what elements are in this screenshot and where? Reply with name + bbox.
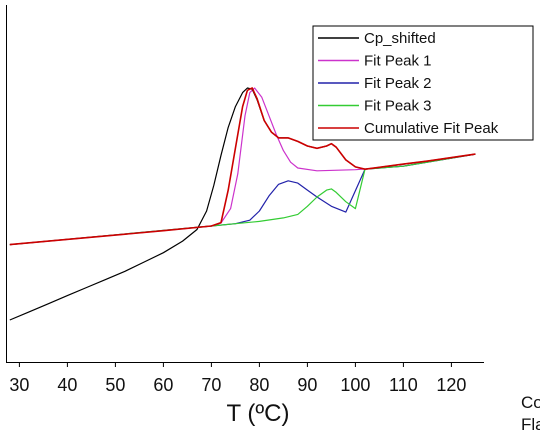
legend-entries: Cp_shifted Fit Peak 1 Fit Peak 2 Fit Peak 3… — [318, 30, 499, 137]
x-tick-label: 50 — [105, 375, 125, 395]
x-tick-label: 110 — [389, 375, 418, 395]
x-tick-label: 70 — [201, 375, 221, 395]
legend: Cp_shifted Fit Peak 1 Fit Peak 2 Fit Peak 3… — [312, 25, 534, 141]
x-tick-label: 90 — [297, 375, 317, 395]
plot-area — [9, 87, 476, 321]
x-tick-label: 30 — [9, 375, 29, 395]
x-tick-label: 60 — [153, 375, 173, 395]
series-line-fit-peak-2 — [9, 153, 476, 246]
legend-label: Fit Peak 1 — [364, 53, 432, 70]
side-text-2: Fla — [521, 415, 540, 434]
legend-label: Fit Peak 3 — [364, 98, 432, 115]
x-axis-title: T (ºC) — [227, 400, 290, 427]
side-text-1: Co — [521, 393, 540, 412]
legend-label: Fit Peak 2 — [364, 75, 432, 92]
x-ticks: 30 40 50 60 70 80 90 100 110 120 — [9, 362, 466, 395]
series-line-fit-peak-3 — [9, 153, 476, 246]
legend-label: Cumulative Fit Peak — [364, 120, 499, 137]
x-tick-label: 40 — [57, 375, 77, 395]
series-line-cumulative-fit-peak — [9, 87, 476, 246]
legend-label: Cp_shifted — [364, 30, 436, 47]
x-tick-label: 120 — [436, 375, 466, 395]
x-tick-label: 100 — [340, 375, 370, 395]
x-tick-label: 80 — [249, 375, 269, 395]
